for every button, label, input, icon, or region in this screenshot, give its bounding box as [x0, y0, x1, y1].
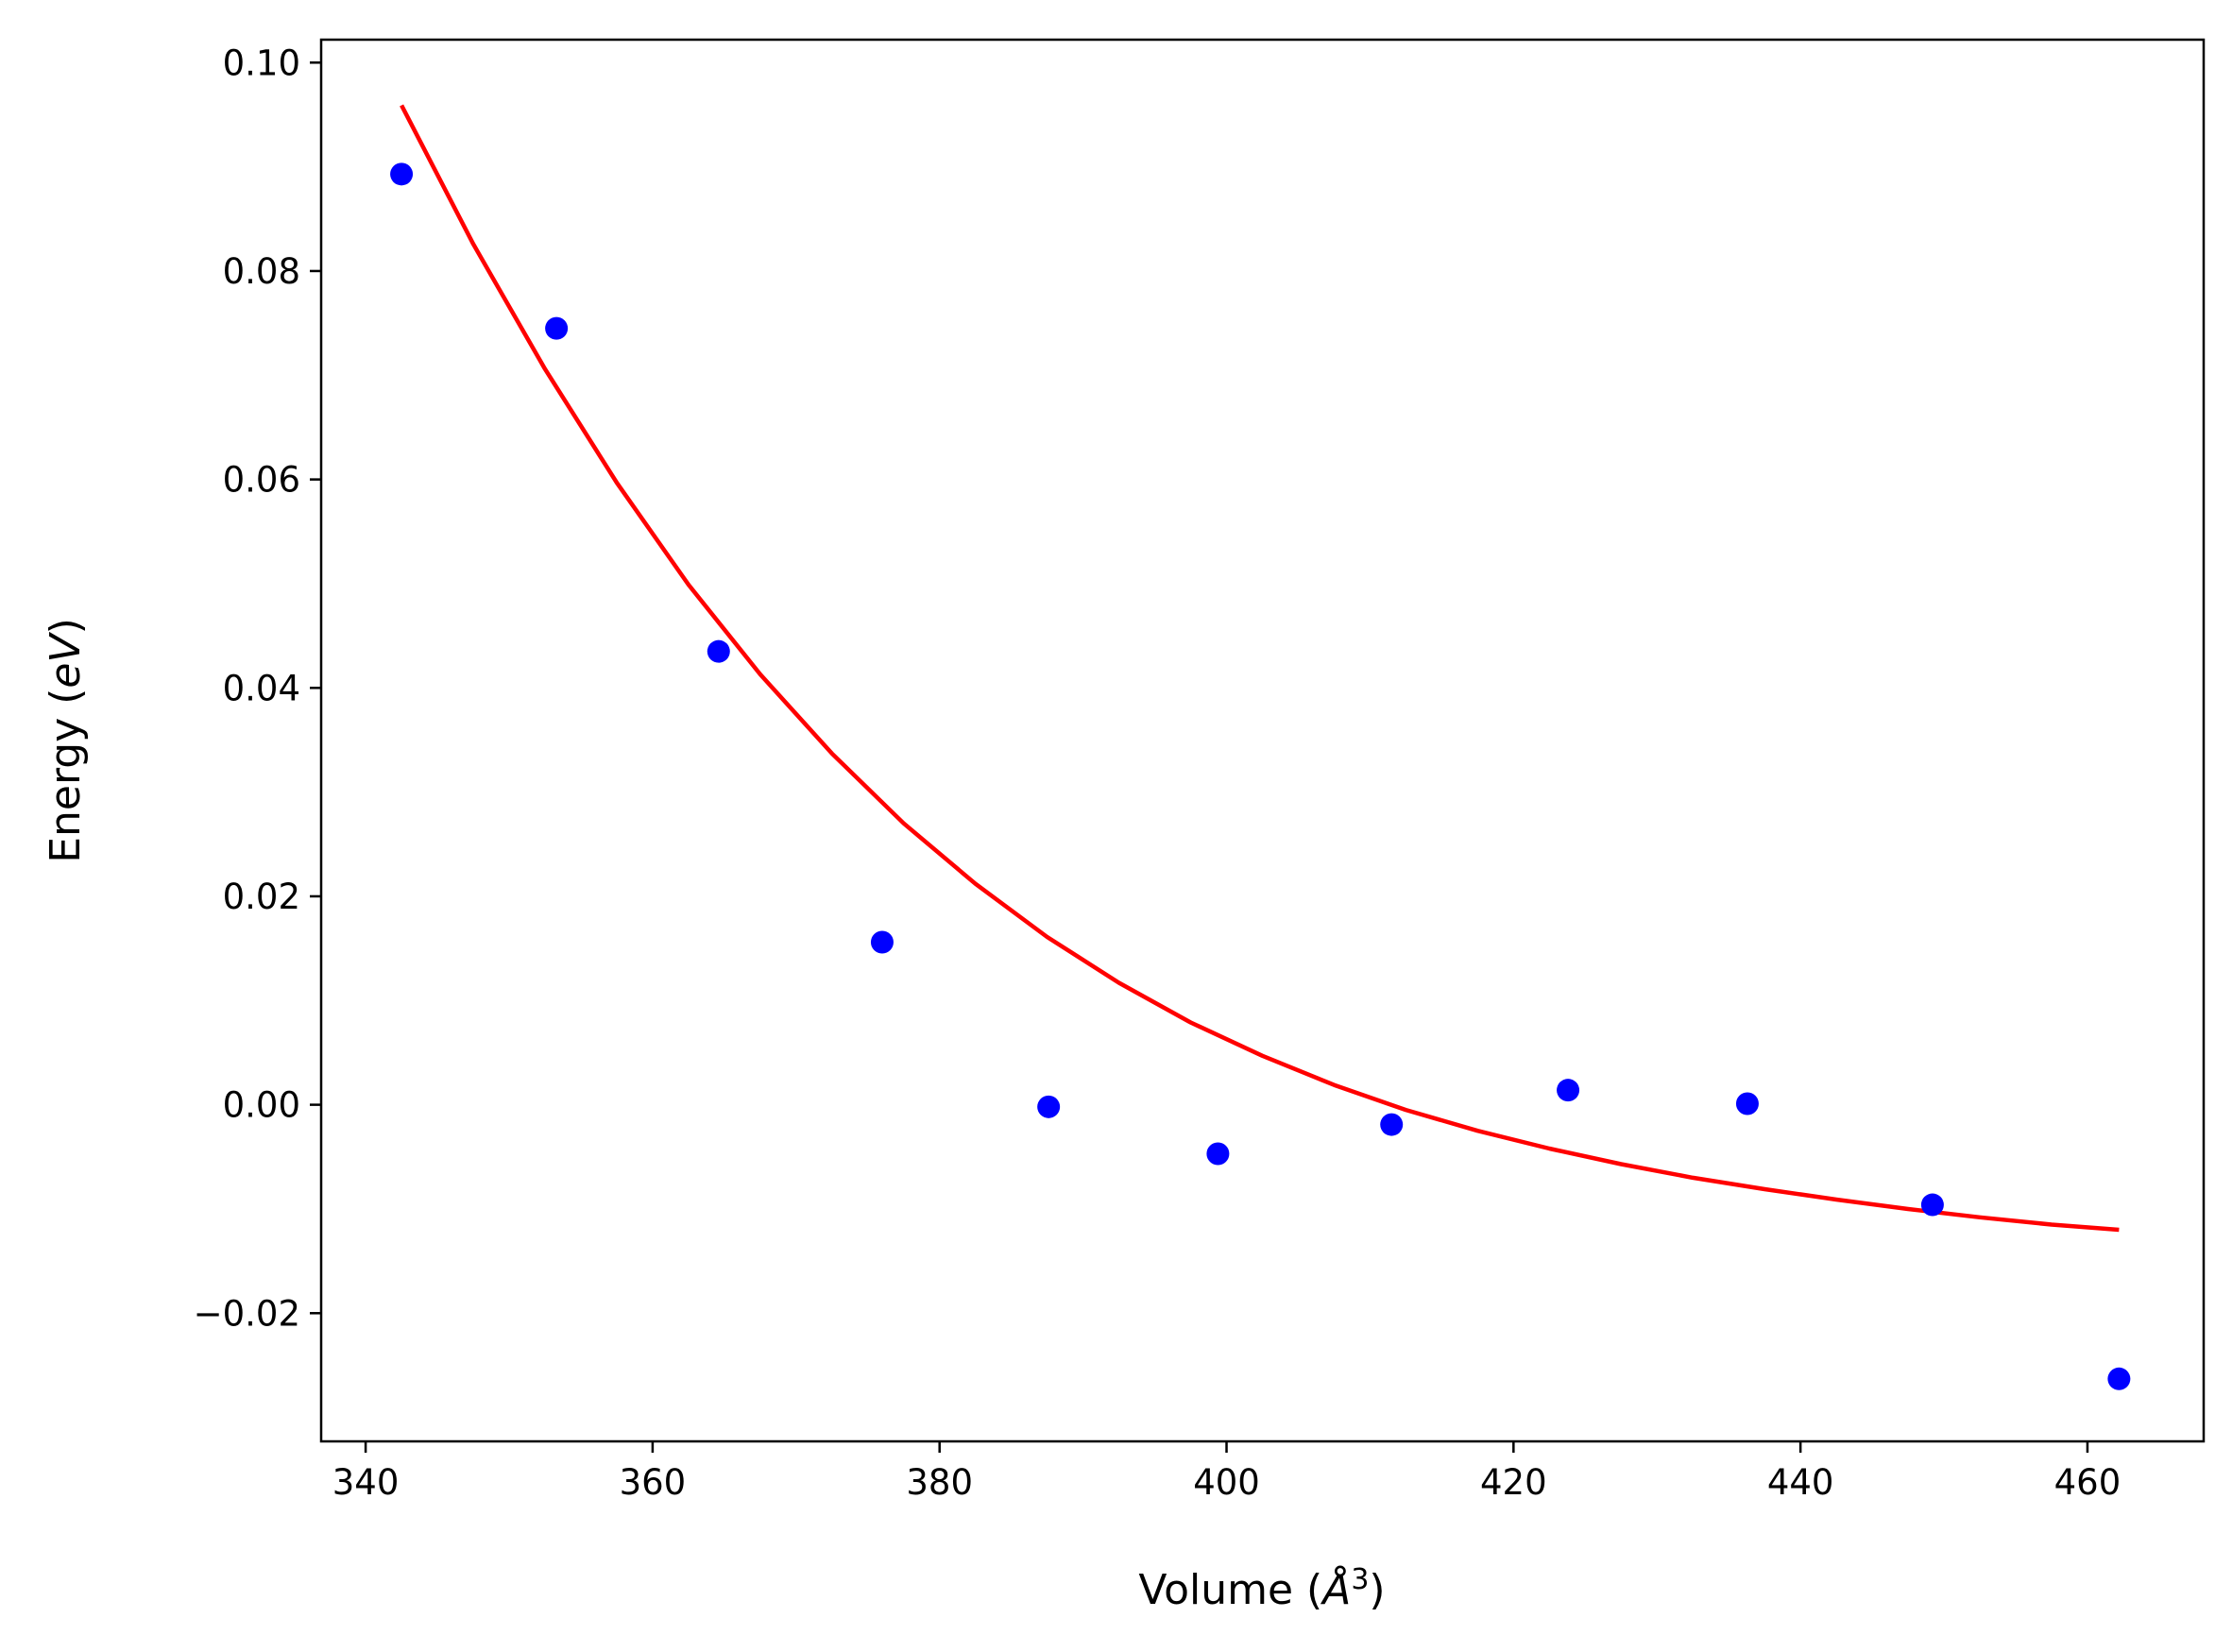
y-tick-label: 0.06	[223, 460, 300, 501]
series-layer	[390, 104, 2131, 1390]
y-tick-label: 0.02	[223, 877, 300, 917]
data-point	[1557, 1079, 1580, 1102]
x-tick-label: 460	[2054, 1462, 2121, 1503]
x-axis-label: Volume (Å3)	[1138, 1563, 1385, 1614]
data-point	[707, 639, 730, 663]
x-tick-label: 380	[906, 1462, 973, 1503]
y-tick-label: 0.00	[223, 1085, 300, 1126]
plot-area-frame	[319, 38, 2206, 1443]
x-tick-label: 440	[1767, 1462, 1834, 1503]
data-point	[545, 316, 569, 340]
y-tick-label: 0.04	[223, 668, 300, 708]
x-tick-label: 360	[620, 1462, 687, 1503]
data-point	[870, 930, 894, 954]
y-tick-label: −0.02	[194, 1293, 300, 1334]
fit-curve	[400, 104, 2120, 1233]
x-axis-ticks: 340 360 380 400 420 440 460	[332, 1441, 2121, 1503]
data-point	[2107, 1367, 2131, 1390]
y-tick-label: 0.10	[223, 43, 300, 83]
data-point	[1380, 1113, 1404, 1136]
y-tick-label: 0.08	[223, 251, 300, 292]
y-axis-ticks: −0.02 0.00 0.02 0.04 0.06 0.08 0.10	[194, 43, 321, 1334]
data-point	[1920, 1193, 1944, 1217]
data-point	[1206, 1142, 1230, 1166]
data-point	[390, 162, 414, 186]
x-tick-label: 340	[332, 1462, 400, 1503]
x-tick-label: 400	[1193, 1462, 1260, 1503]
y-axis-label: Energy (eV)	[42, 618, 90, 863]
data-point	[1037, 1095, 1061, 1118]
data-point	[1735, 1092, 1759, 1116]
x-tick-label: 420	[1480, 1462, 1547, 1503]
